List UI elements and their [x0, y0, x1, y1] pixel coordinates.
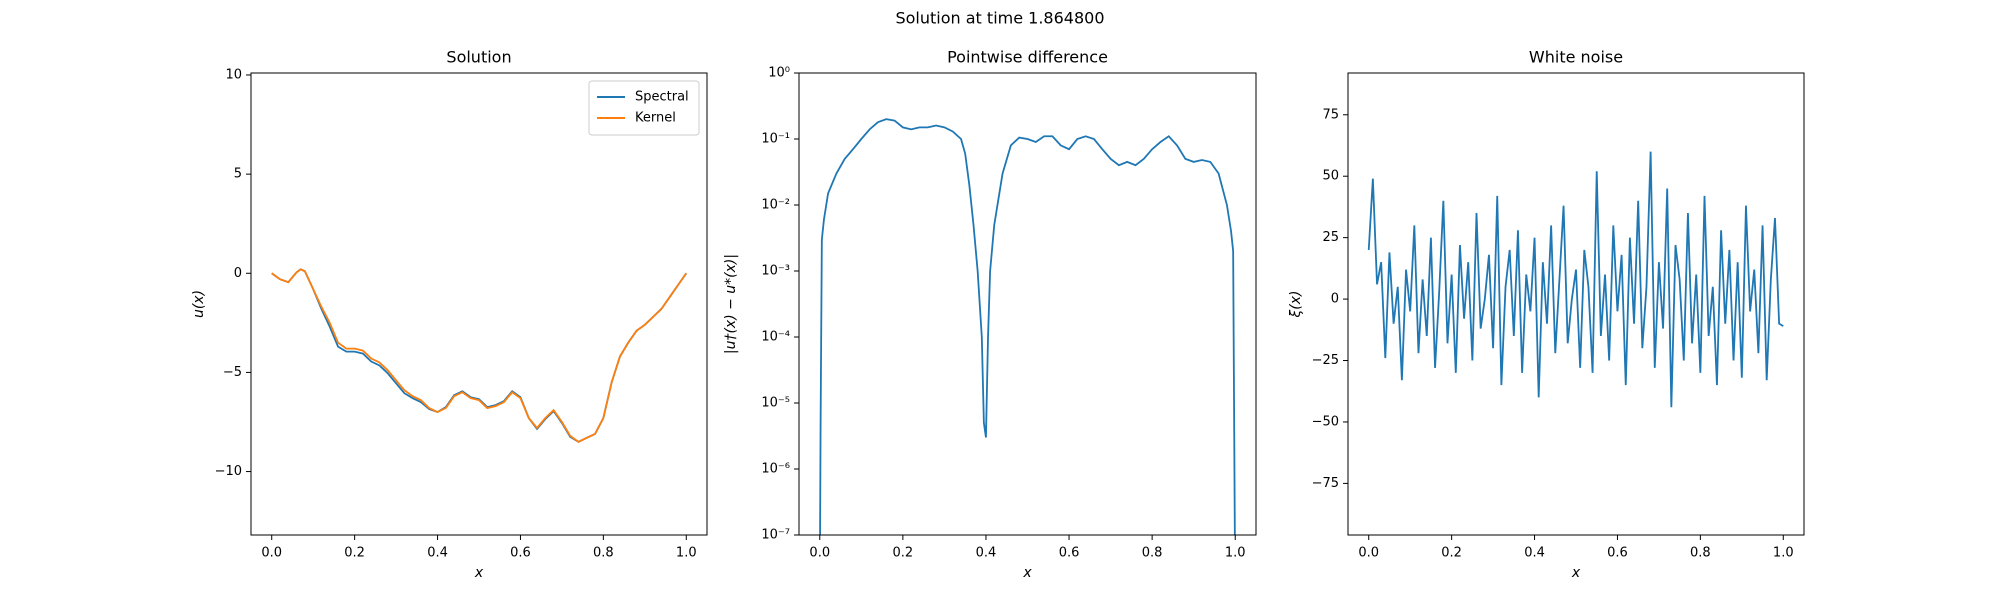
y-tick-label: −10 — [215, 464, 242, 479]
x-tick-label: 0.6 — [1059, 546, 1080, 561]
x-tick-label: 1.0 — [676, 546, 697, 561]
y-tick-label: 0 — [234, 266, 242, 281]
data-line — [1367, 151, 1784, 408]
x-tick-label: 0.0 — [809, 546, 830, 561]
y-tick-label: 10⁻¹ — [761, 132, 790, 147]
y-tick-label: 5 — [234, 167, 242, 182]
x-tick-label: 0.8 — [1142, 546, 1163, 561]
y-tick-label: 10⁻² — [761, 198, 790, 213]
y-tick-label: −25 — [1312, 353, 1339, 368]
x-tick-label: 0.2 — [893, 546, 914, 561]
y-tick-label: 10⁻⁵ — [761, 396, 790, 411]
x-tick-label: 0.6 — [1607, 546, 1628, 561]
axes-frame — [250, 72, 708, 536]
x-tick-label: 1.0 — [1225, 546, 1246, 561]
axes-title: White noise — [1529, 48, 1623, 67]
legend-box — [588, 80, 700, 136]
x-tick-label: 0.8 — [593, 546, 614, 561]
y-tick-label: −50 — [1312, 414, 1339, 429]
figure-title: Solution at time 1.864800 — [895, 9, 1104, 28]
plot-area — [271, 268, 688, 443]
x-tick-label: 0.4 — [427, 546, 448, 561]
y-tick-label: 10⁻⁷ — [761, 528, 790, 543]
y-tick-label: 50 — [1322, 169, 1339, 184]
x-tick-label: 0.4 — [1524, 546, 1545, 561]
axes-title: Solution — [446, 48, 511, 67]
y-tick-label: 10⁻⁴ — [761, 330, 790, 345]
y-axis-label: |u†(x) − u*(x)| — [723, 254, 739, 354]
x-axis-label: x — [1571, 565, 1581, 581]
plot-area — [1367, 151, 1784, 408]
x-tick-label: 1.0 — [1773, 546, 1794, 561]
axes-title: Pointwise difference — [947, 48, 1108, 67]
y-axis-label: ξ(x) — [1288, 290, 1304, 318]
y-tick-label: 10⁰ — [768, 66, 790, 81]
y-tick-label: 0 — [1331, 292, 1339, 307]
x-axis-label: x — [1022, 565, 1032, 581]
x-tick-label: 0.0 — [261, 546, 282, 561]
x-tick-label: 0.2 — [344, 546, 365, 561]
data-line — [271, 268, 688, 443]
plot-area — [819, 118, 1236, 535]
legend-label: Kernel — [635, 111, 676, 126]
x-tick-label: 0.8 — [1690, 546, 1711, 561]
y-tick-label: 75 — [1322, 107, 1339, 122]
x-tick-label: 0.4 — [976, 546, 997, 561]
y-tick-label: −5 — [223, 365, 242, 380]
legend-label: Spectral — [635, 90, 689, 105]
x-tick-label: 0.0 — [1358, 546, 1379, 561]
x-tick-label: 0.2 — [1441, 546, 1462, 561]
x-axis-label: x — [474, 565, 484, 581]
x-tick-label: 0.6 — [510, 546, 531, 561]
data-line — [271, 268, 688, 443]
y-tick-label: 25 — [1322, 230, 1339, 245]
y-tick-label: 10⁻⁶ — [761, 462, 790, 477]
axes-frame — [798, 72, 1257, 536]
y-tick-label: 10 — [225, 67, 242, 82]
y-axis-label: u(x) — [191, 290, 207, 318]
axes-frame — [1347, 72, 1805, 536]
y-tick-label: 10⁻³ — [761, 264, 790, 279]
data-line — [819, 118, 1236, 535]
y-tick-label: −75 — [1312, 476, 1339, 491]
